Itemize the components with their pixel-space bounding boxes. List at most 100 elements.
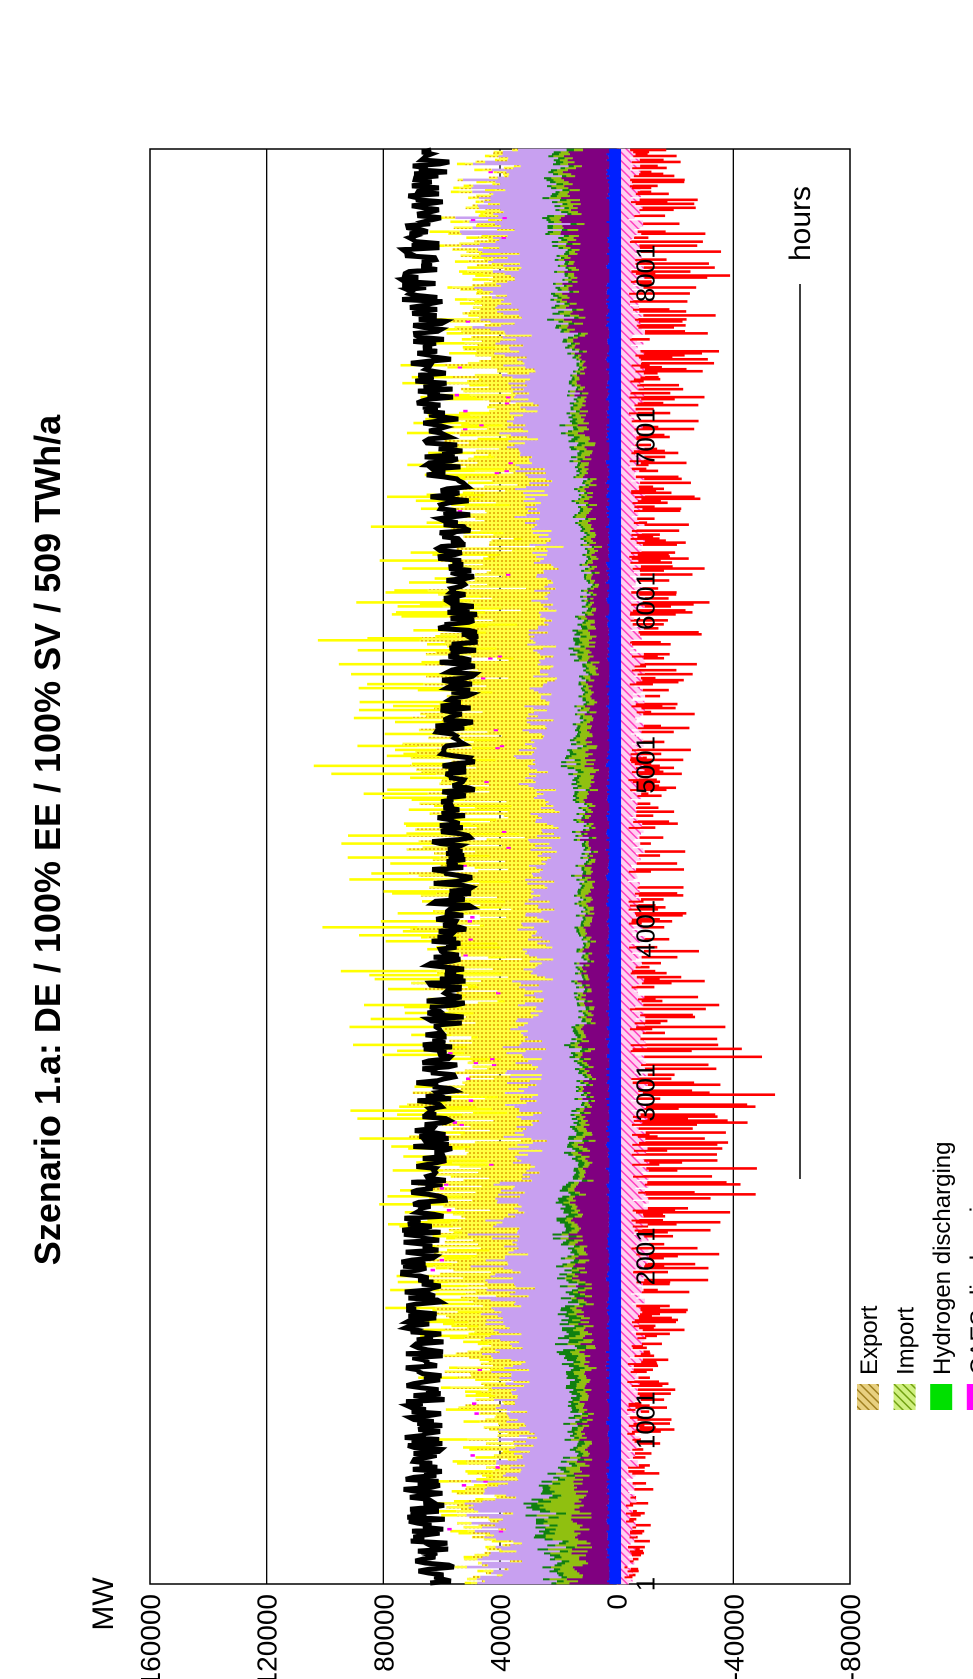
area-segment-wind_offshore [548,483,586,487]
area-segment-pv [455,965,536,969]
area-segment-solid_biomass [583,529,591,532]
area-segment-solid_biomass [584,814,591,817]
area-segment-wind_offshore [536,555,587,558]
area-segment-wind_onshore [580,1209,610,1212]
area-segment-wind_offshore [542,646,569,650]
area-segment-solid_biomass [585,941,591,945]
area-segment-gaseous_biomass [571,1266,577,1270]
area-segment-solid_biomass [577,1250,586,1254]
area-segment-pv [506,435,528,439]
area-segment-wind_offshore [533,1444,577,1447]
area-segment-pv [444,1203,519,1206]
area-segment-solid_biomass [555,1557,580,1561]
area-segment-gaseous_biomass [590,593,594,596]
area-segment-pv [478,236,493,239]
area-segment-solid_biomass [573,405,582,409]
area-segment-wind_offshore [516,1388,574,1391]
area-segment-gaseous_biomass [577,505,582,509]
area-segment-surplus [624,1565,628,1569]
area-segment-wind_offshore [513,166,561,170]
area-segment-pv [464,487,515,491]
area-segment-solid_biomass [587,1179,594,1182]
area-segment-solid_biomass [578,316,586,319]
area-segment-pv [491,453,520,457]
area-segment-wind_onshore [587,471,612,475]
area-segment-pv [499,156,509,160]
area-segment-wind_offshore [493,258,555,261]
area-segment-wind_offshore [506,445,570,449]
area-segment-solid_biomass [574,383,581,387]
area-segment-solid_biomass [568,1539,587,1543]
area-segment-wind_onshore [582,1167,606,1170]
area-segment-wind_offshore [527,1029,573,1033]
area-segment-wind_offshore [489,292,551,295]
area-segment-solid_biomass [556,186,569,190]
area-segment-wind_offshore [525,1440,579,1443]
area-segment-gaseous_biomass [547,184,552,188]
area-segment-solid_biomass [580,1033,586,1037]
area-segment-wind_onshore [588,1561,610,1565]
area-segment-solid_biomass [586,698,595,702]
area-segment-solid_biomass [572,1153,582,1156]
area-segment-csp [451,1324,479,1328]
area-segment-pv [454,890,534,893]
area-segment-wind_onshore [587,1159,611,1162]
area-segment-pv [468,457,529,461]
area-segment-wind_onshore [584,1362,612,1366]
area-segment-solid_biomass [580,1320,589,1324]
area-segment-pv [504,1567,509,1571]
area-segment-wind_onshore [580,1318,610,1322]
area-segment-wind_offshore [490,1334,565,1338]
area-segment-wind_onshore [572,1547,607,1551]
area-segment-pv [481,595,545,598]
area-segment-gaseous_biomass [538,1499,552,1503]
area-segment-gaseous_biomass [588,836,593,839]
area-segment-gaseous_biomass [574,1173,579,1176]
area-segment-pv [467,1462,497,1465]
area-segment-wind_offshore [535,1286,578,1290]
area-segment-wind_offshore [544,467,578,471]
area-segment-caes-discharging [470,218,476,222]
area-segment-solid_biomass [579,1398,588,1401]
area-segment-wind_onshore [591,989,611,993]
area-segment-solid_biomass [579,1408,588,1411]
area-segment-solid_biomass [566,328,575,331]
area-segment-solid_biomass [577,1059,584,1063]
area-segment-wind_offshore [524,704,575,708]
area-segment-gaseous_biomass [580,922,584,925]
area-segment-pv [460,664,554,668]
area-segment-wind_onshore [594,567,610,570]
area-segment-solid_biomass [574,1310,584,1314]
area-segment-csp [466,1486,467,1489]
area-segment-wind_onshore [590,509,612,513]
area-segment-wind_onshore [591,1286,611,1290]
area-segment-solid_biomass [574,1430,581,1433]
area-segment-pv [484,1384,524,1387]
area-segment-wind_onshore [576,1306,607,1310]
area-segment-solid_biomass [575,1404,584,1407]
area-segment-pv [470,776,526,780]
area-segment-solid_biomass [551,1480,574,1483]
area-segment-wind_onshore [591,920,607,923]
area-segment-solid_biomass [556,1472,574,1475]
area-segment-wind_onshore [572,1216,609,1220]
area-segment-csp [426,521,443,524]
area-segment-wind_offshore [534,367,578,371]
area-segment-solid_biomass [579,636,592,640]
area-segment-wind_offshore [527,937,582,941]
area-segment-gaseous_biomass [560,1207,572,1210]
area-segment-pv [457,1521,472,1525]
area-segment-pv [475,449,520,453]
area-segment-pv [463,1525,483,1529]
area-segment-solid_biomass [568,1189,575,1192]
area-segment-gaseous_biomass [576,1079,581,1083]
area-segment-solid_biomass [563,1579,579,1583]
area-segment-wind_onshore [562,298,607,301]
area-segment-surplus [643,1288,658,1292]
area-segment-wind_onshore [579,1468,610,1471]
area-segment-pv [497,158,508,162]
area-segment-caes-discharging [446,1209,452,1212]
area-segment-wind_onshore [585,615,606,618]
area-segment-wind_offshore [545,471,580,475]
area-segment-gaseous_biomass [580,720,584,724]
